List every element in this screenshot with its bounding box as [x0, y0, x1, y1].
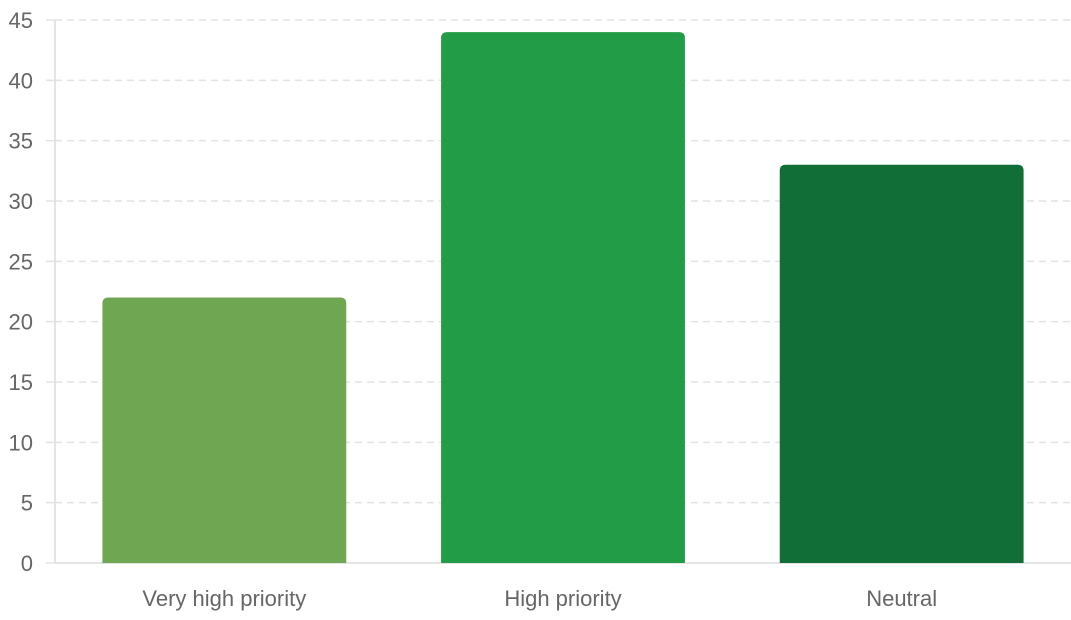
y-tick-label: 15: [9, 370, 33, 395]
x-tick-label: Neutral: [866, 586, 937, 611]
x-tick-label: Very high priority: [142, 586, 306, 611]
bar-very-high-priority[interactable]: [102, 297, 347, 563]
y-axis-ticks: 0 5 10 15 20 25 30 35 40 45: [9, 8, 55, 576]
y-tick-label: 30: [9, 189, 33, 214]
x-tick-label: High priority: [504, 586, 621, 611]
y-tick-label: 35: [9, 129, 33, 154]
bar-high-priority[interactable]: [441, 32, 685, 564]
bars: [102, 32, 1024, 564]
y-tick-label: 10: [9, 430, 33, 455]
bar-neutral[interactable]: [779, 164, 1024, 564]
y-tick-label: 0: [21, 551, 33, 576]
y-tick-label: 20: [9, 310, 33, 335]
y-tick-label: 5: [21, 491, 33, 516]
y-tick-label: 45: [9, 8, 33, 33]
y-tick-label: 25: [9, 249, 33, 274]
y-tick-label: 40: [9, 68, 33, 93]
x-axis-ticks: Very high priority High priority Neutral: [142, 586, 937, 611]
